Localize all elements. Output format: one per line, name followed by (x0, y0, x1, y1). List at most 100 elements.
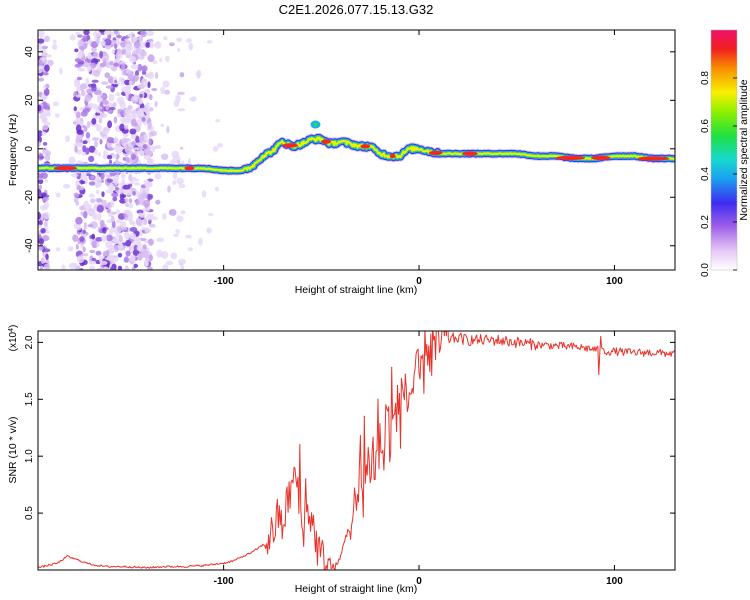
noise-speckle (118, 235, 123, 243)
snr-x-ticks: -100 0 100 (214, 331, 623, 587)
noise-speckle (88, 145, 96, 153)
noise-speckle (101, 81, 109, 85)
noise-speckle (110, 39, 116, 43)
noise-speckle (172, 180, 177, 185)
noise-speckle (38, 184, 43, 190)
noise-speckle (187, 247, 193, 252)
noise-speckle (176, 177, 184, 185)
noise-speckle (96, 213, 102, 220)
noise-speckle (116, 34, 123, 39)
noise-speckle (75, 265, 81, 270)
noise-speckle (167, 185, 171, 193)
noise-speckle (149, 213, 154, 218)
noise-speckle (41, 45, 49, 50)
noise-speckle (109, 266, 115, 270)
snr-spike-point (426, 344, 428, 346)
noise-speckle (80, 180, 86, 184)
spectrogram-y-tick-label: 40 (24, 46, 35, 58)
noise-speckle (123, 231, 130, 240)
spectrogram-x-tick-label: -100 (214, 276, 234, 287)
noise-speckle (135, 47, 141, 54)
ridge-core (184, 165, 195, 171)
noise-speckle (40, 192, 47, 198)
spectrogram-y-tick-label: 0 (24, 146, 35, 152)
noise-speckle (111, 154, 118, 159)
noise-speckle (122, 138, 131, 142)
snr-x-label: Height of straight line (km) (295, 583, 418, 595)
noise-speckle (111, 49, 116, 54)
noise-speckle (43, 35, 50, 43)
snr-spike-point (353, 487, 356, 489)
noise-speckle (61, 264, 66, 270)
noise-speckle (175, 229, 180, 234)
noise-speckle (107, 142, 113, 149)
noise-speckle (112, 102, 117, 108)
noise-speckle (42, 196, 49, 202)
noise-speckle (163, 89, 171, 95)
noise-speckle (123, 256, 129, 263)
noise-speckle (75, 171, 82, 180)
noise-speckle (117, 243, 124, 250)
noise-speckle (136, 253, 144, 260)
colorbar-tick-label: 0.6 (700, 119, 711, 133)
noise-speckle (52, 39, 57, 44)
noise-speckle (78, 50, 85, 58)
noise-speckle (38, 30, 45, 38)
noise-speckle (96, 198, 103, 203)
colorbar-frame (710, 29, 738, 271)
noise-speckle (97, 152, 102, 157)
snr-spike-point (404, 373, 406, 375)
noise-speckle (79, 236, 85, 243)
ridge-core (360, 144, 371, 149)
noise-speckle (105, 104, 110, 111)
noise-speckle (75, 31, 81, 36)
noise-speckle (38, 192, 42, 200)
noise-speckle (108, 93, 115, 102)
noise-speckle (38, 141, 41, 147)
snr-spike-point (363, 415, 365, 417)
noise-speckle (134, 70, 140, 76)
noise-speckle (121, 179, 126, 185)
noise-speckle (137, 63, 143, 72)
noise-speckle (147, 266, 153, 270)
noise-speckle (43, 88, 50, 96)
noise-speckle (101, 191, 105, 198)
spectrogram-y-label: Frequency (Hz) (7, 114, 19, 186)
noise-speckle (116, 209, 120, 215)
noise-speckle (109, 106, 116, 111)
noise-speckle (108, 246, 115, 254)
noise-speckle (110, 211, 117, 215)
noise-speckle (131, 118, 137, 127)
noise-speckle (38, 38, 45, 44)
noise-speckle (178, 258, 186, 265)
snr-spike-point (600, 336, 602, 338)
noise-speckle (124, 125, 129, 130)
snr-y-ticks: 0.5 1.0 1.5 2.0 (24, 335, 675, 520)
noise-speckle (75, 124, 82, 133)
noise-speckle (141, 65, 148, 72)
ridge-core (637, 156, 670, 161)
snr-multiplier-exp: 4 (8, 328, 15, 332)
spectrogram-x-ticks: -100 0 100 (214, 30, 623, 287)
noise-speckle (151, 147, 156, 152)
noise-speckle (121, 63, 126, 70)
noise-speckle (114, 186, 120, 191)
noise-speckle (96, 178, 102, 186)
noise-speckle (141, 78, 147, 86)
ridge-core (428, 150, 443, 156)
noise-speckle (105, 204, 112, 209)
noise-speckle (99, 260, 108, 266)
noise-speckle (87, 224, 94, 228)
colorbar-tick-label: 0.4 (700, 167, 711, 181)
noise-speckle (139, 93, 143, 98)
noise-speckle (162, 264, 169, 270)
noise-speckle (113, 136, 119, 144)
noise-speckle (124, 189, 133, 196)
noise-speckle (82, 140, 88, 145)
snr-spike-point (377, 398, 379, 400)
noise-speckle (41, 149, 47, 154)
noise-speckle (91, 240, 98, 249)
colorbar-tick-label: 0.0 (700, 263, 711, 277)
noise-speckle (104, 72, 111, 79)
noise-speckle (133, 263, 138, 268)
